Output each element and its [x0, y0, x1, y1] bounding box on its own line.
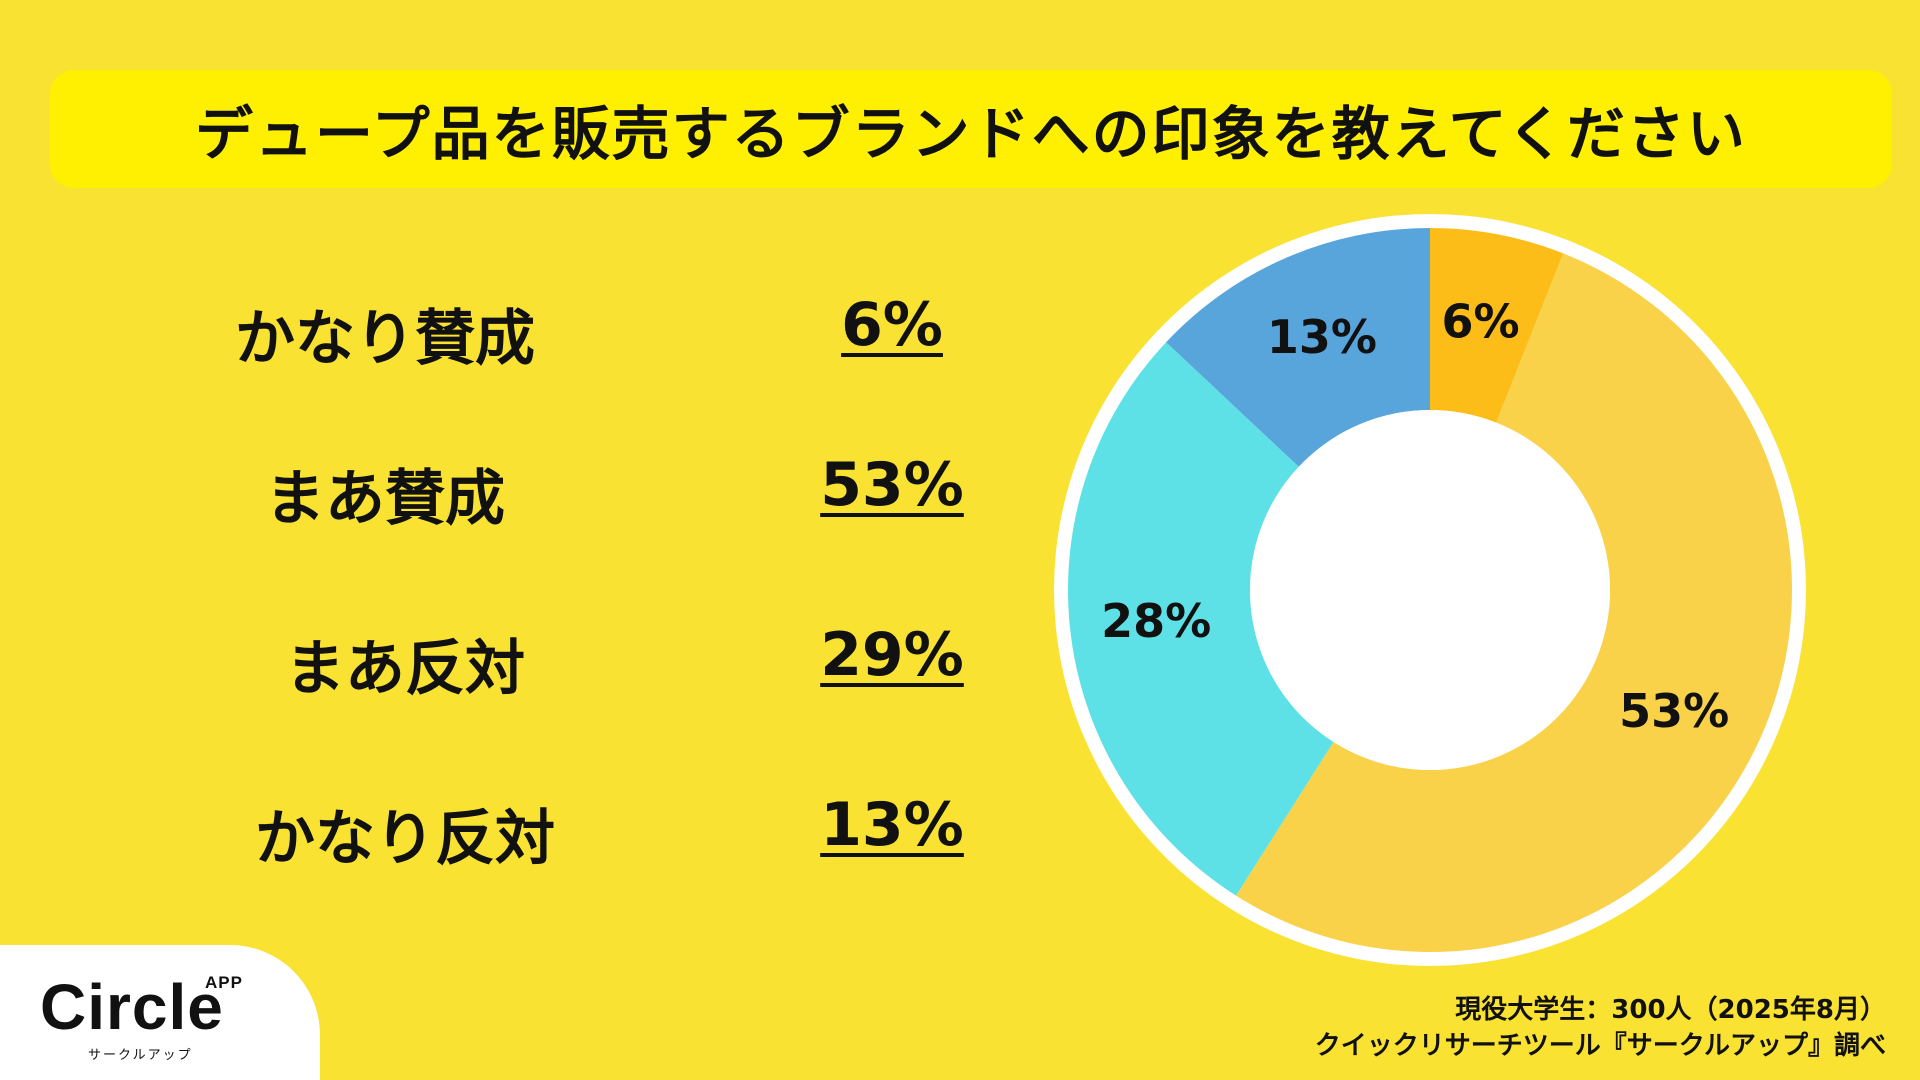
source-note: 現役大学生：300人（2025年8月） クイックリサーチツール『サークルアップ』…	[1315, 992, 1886, 1064]
legend-value-maa-sansei: 53%	[820, 450, 964, 520]
logo-corner-panel	[0, 945, 320, 1080]
legend-value-kanari-hantai: 13%	[820, 790, 964, 860]
legend-label-maa-hantai: まあ反対	[285, 634, 525, 704]
legend-value-maa-hantai: 29%	[820, 620, 964, 690]
donut-slice-kanari-sansei	[1430, 228, 1564, 423]
logo-text: Circle	[40, 971, 224, 1043]
donut-slice-labels: 6% 53% 28% 13%	[1101, 294, 1729, 738]
donut-hole	[1250, 410, 1610, 770]
donut-label-kanari-sansei: 6%	[1442, 294, 1520, 348]
legend-label-kanari-hantai: かなり反対	[255, 804, 555, 874]
donut-chart: 6% 53% 28% 13%	[1054, 214, 1806, 966]
page-title: デュープ品を販売するブランドへの印象を教えてください	[195, 100, 1747, 168]
donut-slice-maa-sansei	[1236, 253, 1792, 952]
donut-slice-maa-hantai	[1068, 342, 1334, 896]
legend-value-kanari-sansei: 6%	[841, 290, 943, 360]
legend-label-kanari-sansei: かなり賛成	[235, 304, 535, 374]
source-line-1: 現役大学生：300人（2025年8月）	[1455, 995, 1886, 1025]
title-box: デュープ品を販売するブランドへの印象を教えてください	[50, 70, 1892, 188]
donut-label-maa-hantai: 28%	[1101, 594, 1211, 648]
legend-label-maa-sansei: まあ賛成	[265, 464, 505, 534]
donut-slice-kanari-hantai	[1166, 228, 1430, 467]
donut-slices	[1068, 228, 1792, 952]
donut-label-maa-sansei: 53%	[1619, 684, 1729, 738]
logo-subtitle: サークルアップ	[88, 1048, 193, 1063]
logo-superscript: APP	[205, 973, 243, 992]
donut-label-kanari-hantai: 13%	[1267, 310, 1377, 364]
source-line-2: クイックリサーチツール『サークルアップ』調べ	[1314, 1031, 1886, 1061]
